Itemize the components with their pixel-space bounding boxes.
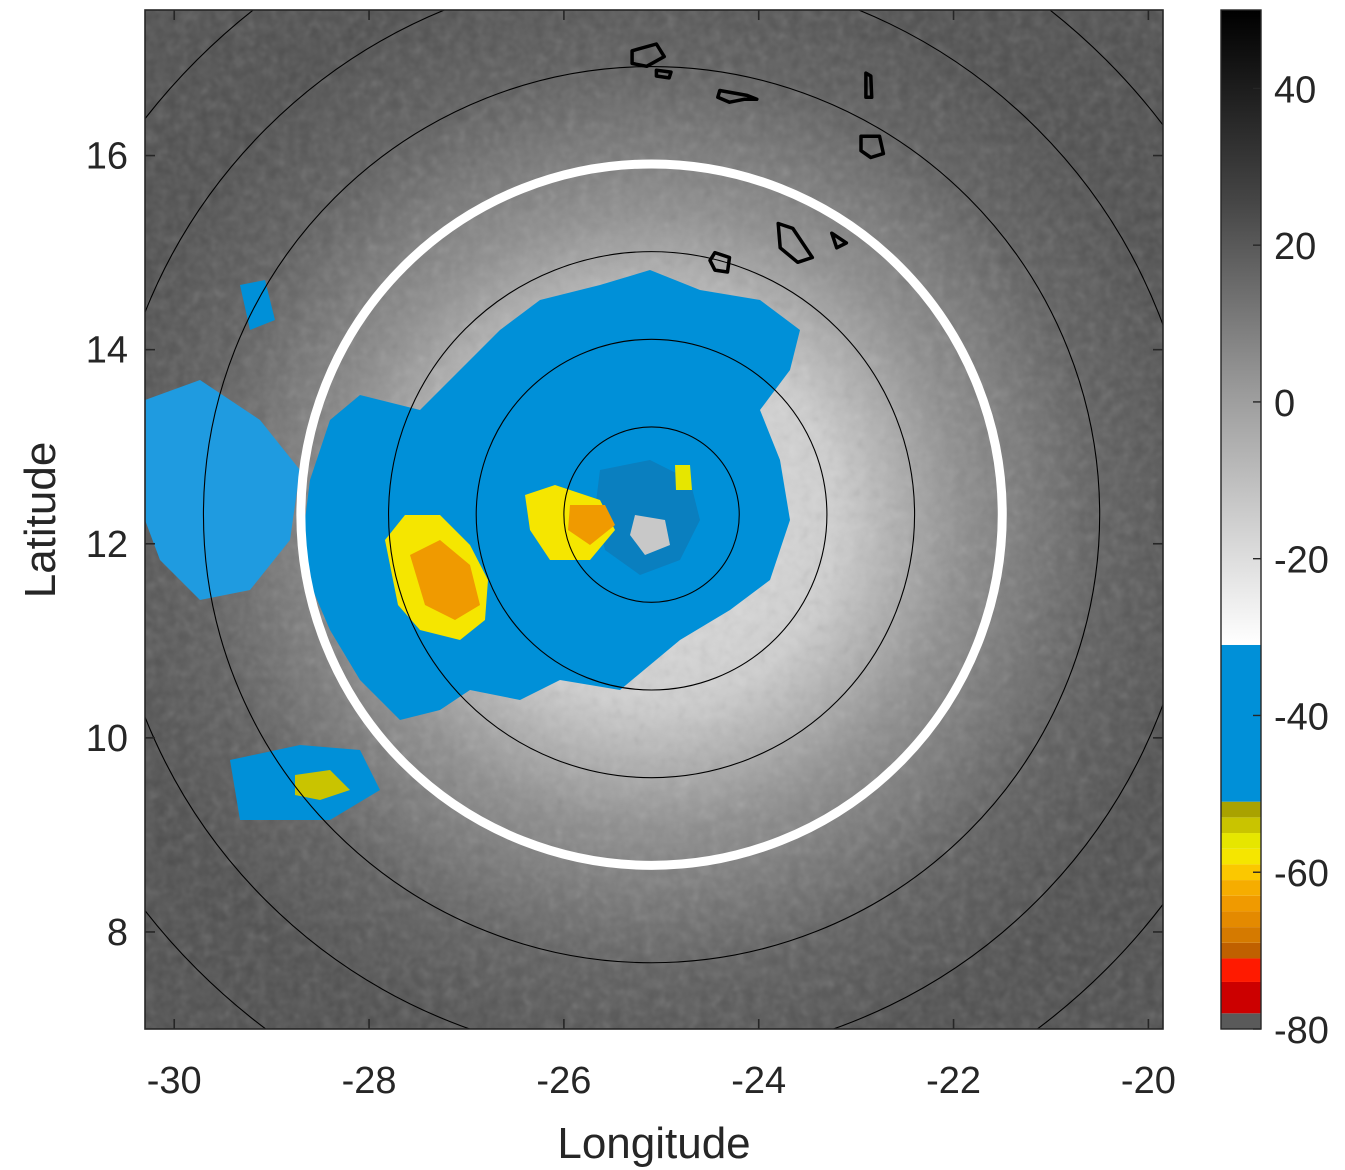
- y-tick-label: 8: [107, 912, 128, 954]
- colorbar-segment: [1221, 911, 1261, 928]
- y-tick-label: 10: [86, 718, 128, 760]
- range-rings: [145, 10, 1163, 1029]
- range-ring: [202, 65, 1101, 964]
- colorbar-segment: [1221, 644, 1261, 802]
- colorbar-tick-label: 20: [1274, 226, 1316, 268]
- convection-west-core: [410, 540, 480, 620]
- plot-area: [145, 10, 1163, 1029]
- x-tick-label: -24: [731, 1060, 786, 1102]
- colorbar-segment: [1221, 942, 1261, 959]
- y-tick-label: 12: [86, 524, 128, 566]
- colorbar-segment: [1221, 801, 1261, 818]
- eye: [630, 515, 670, 555]
- colorbar: -80 -60 -40 -20 0 20 40: [1220, 9, 1329, 1052]
- x-axis: -30 -28 -26 -24 -22 -20: [147, 10, 1176, 1102]
- x-tick-label: -22: [926, 1060, 981, 1102]
- island-outline: [859, 134, 886, 160]
- y-axis: 8 10 12 14 16: [86, 136, 1163, 954]
- plot-frame: [144, 9, 1164, 1030]
- island-outline: [716, 88, 759, 104]
- convection-speck: [675, 465, 692, 490]
- island-outline: [654, 68, 673, 80]
- island-outline: [830, 231, 849, 250]
- colorbar-tick-label: 0: [1274, 383, 1295, 425]
- convection-southwest: [295, 770, 350, 800]
- cold-cloud-tops: [145, 270, 800, 820]
- colorbar-segment: [1221, 1013, 1261, 1029]
- island-outline: [708, 250, 732, 274]
- island-outline: [864, 71, 874, 100]
- colorbar-tick-label: 40: [1274, 69, 1316, 111]
- colorbar-tick-label: -60: [1274, 853, 1329, 895]
- y-tick-label: 14: [86, 330, 128, 372]
- colorbar-tick-label: -20: [1274, 540, 1329, 582]
- highlight-ring: [296, 159, 1007, 870]
- colorbar-segment: [1221, 10, 1261, 645]
- x-tick-label: -28: [342, 1060, 397, 1102]
- island-outline: [776, 221, 815, 265]
- colorbar-segment: [1221, 833, 1261, 849]
- colorbar-segment: [1221, 848, 1261, 865]
- y-tick-label: 16: [86, 136, 128, 178]
- range-ring: [475, 338, 828, 691]
- island-outline: [630, 42, 666, 69]
- x-tick-label: -30: [147, 1060, 202, 1102]
- x-tick-label: -20: [1121, 1060, 1176, 1102]
- range-ring: [563, 426, 740, 603]
- convection-center-core: [568, 505, 615, 545]
- blue-band-west: [145, 380, 300, 600]
- colorbar-segment: [1221, 981, 1261, 1014]
- x-axis-label: Longitude: [557, 1119, 750, 1168]
- x-tick-label: -26: [536, 1060, 591, 1102]
- range-ring: [387, 251, 916, 779]
- colorbar-segment: [1221, 880, 1261, 896]
- colorbar-frame: [1220, 9, 1262, 1030]
- colorbar-tick-label: -80: [1274, 1010, 1329, 1052]
- colorbar-segment: [1221, 817, 1261, 834]
- coastlines: [630, 42, 886, 274]
- colorbar-segment: [1221, 864, 1261, 881]
- colorbar-segment: [1221, 895, 1261, 912]
- colorbar-segment: [1221, 958, 1261, 982]
- colorbar-segment: [1221, 927, 1261, 943]
- y-axis-label: Latitude: [16, 442, 65, 599]
- colorbar-tick-label: -40: [1274, 696, 1329, 738]
